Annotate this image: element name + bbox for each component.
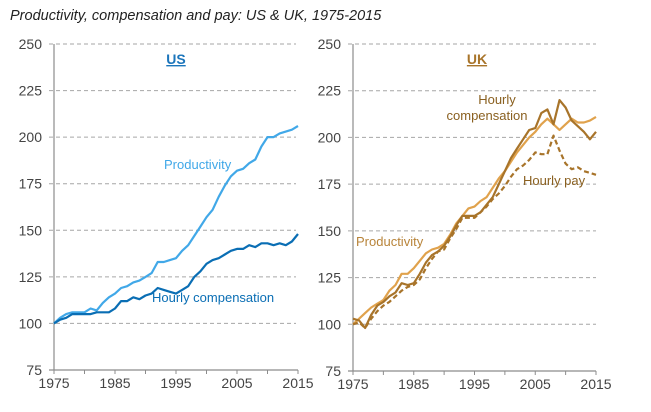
- us-hourly-compensation-line: [53, 233, 299, 325]
- us-productivity-label: Productivity: [164, 157, 232, 172]
- uk-hourly-compensation-line: [352, 98, 597, 330]
- uk-y-tick-label-150: 150: [318, 223, 342, 239]
- uk-pay-label: Hourly pay: [523, 173, 586, 188]
- uk-x-tick-label-2015: 2015: [580, 376, 611, 392]
- us-panel-title: US: [166, 51, 185, 67]
- us-x-tick-label-1985: 1985: [99, 375, 130, 391]
- uk-y-tick-label-175: 175: [318, 176, 342, 192]
- uk-y-tick-label-75: 75: [325, 363, 341, 379]
- uk-x-tick-label-1975: 1975: [337, 376, 368, 392]
- uk-y-tick-label-200: 200: [318, 129, 342, 145]
- uk-x-tick-label-2005: 2005: [520, 376, 551, 392]
- us-x-tick-label-2005: 2005: [221, 375, 252, 391]
- uk-productivity-line: [352, 115, 597, 326]
- us-compensation-label: Hourly compensation: [152, 290, 274, 305]
- us-x-tick-label-1995: 1995: [160, 375, 191, 391]
- us-y-tick-label-175: 175: [19, 176, 43, 192]
- uk-y-tick-label-100: 100: [318, 316, 342, 332]
- uk-y-tick-label-250: 250: [318, 36, 342, 52]
- uk-productivity-label: Productivity: [356, 234, 424, 249]
- us-y-tick-label-75: 75: [26, 362, 42, 378]
- us-panel: 75 100 125 150 175 200 225 250 1975 1985 1995 2005 2…: [19, 36, 314, 391]
- us-y-tick-label-225: 225: [19, 83, 43, 99]
- chart-title: Productivity, compensation and pay: US &…: [10, 8, 382, 24]
- us-x-tick-label-2015: 2015: [282, 375, 313, 391]
- uk-panel: 75 100 125 150 175 200 225 250 1975 1985 1995 2005 2…: [318, 36, 612, 392]
- uk-compensation-label-line1: Hourly: [478, 92, 516, 107]
- uk-panel-title: UK: [467, 51, 487, 67]
- us-y-tick-label-250: 250: [19, 36, 43, 52]
- us-y-tick-label-200: 200: [19, 129, 43, 145]
- us-productivity-line: [53, 125, 299, 325]
- us-y-tick-label-100: 100: [19, 315, 43, 331]
- uk-x-tick-label-1995: 1995: [459, 376, 490, 392]
- us-y-tick-label-150: 150: [19, 222, 43, 238]
- us-y-tick-label-125: 125: [19, 269, 43, 285]
- uk-y-tick-label-125: 125: [318, 270, 342, 286]
- uk-x-tick-label-1985: 1985: [398, 376, 429, 392]
- uk-y-tick-label-225: 225: [318, 83, 342, 99]
- uk-hourly-pay-line: [352, 134, 597, 330]
- us-x-tick-label-1975: 1975: [38, 375, 69, 391]
- uk-compensation-label-line2: compensation: [447, 108, 528, 123]
